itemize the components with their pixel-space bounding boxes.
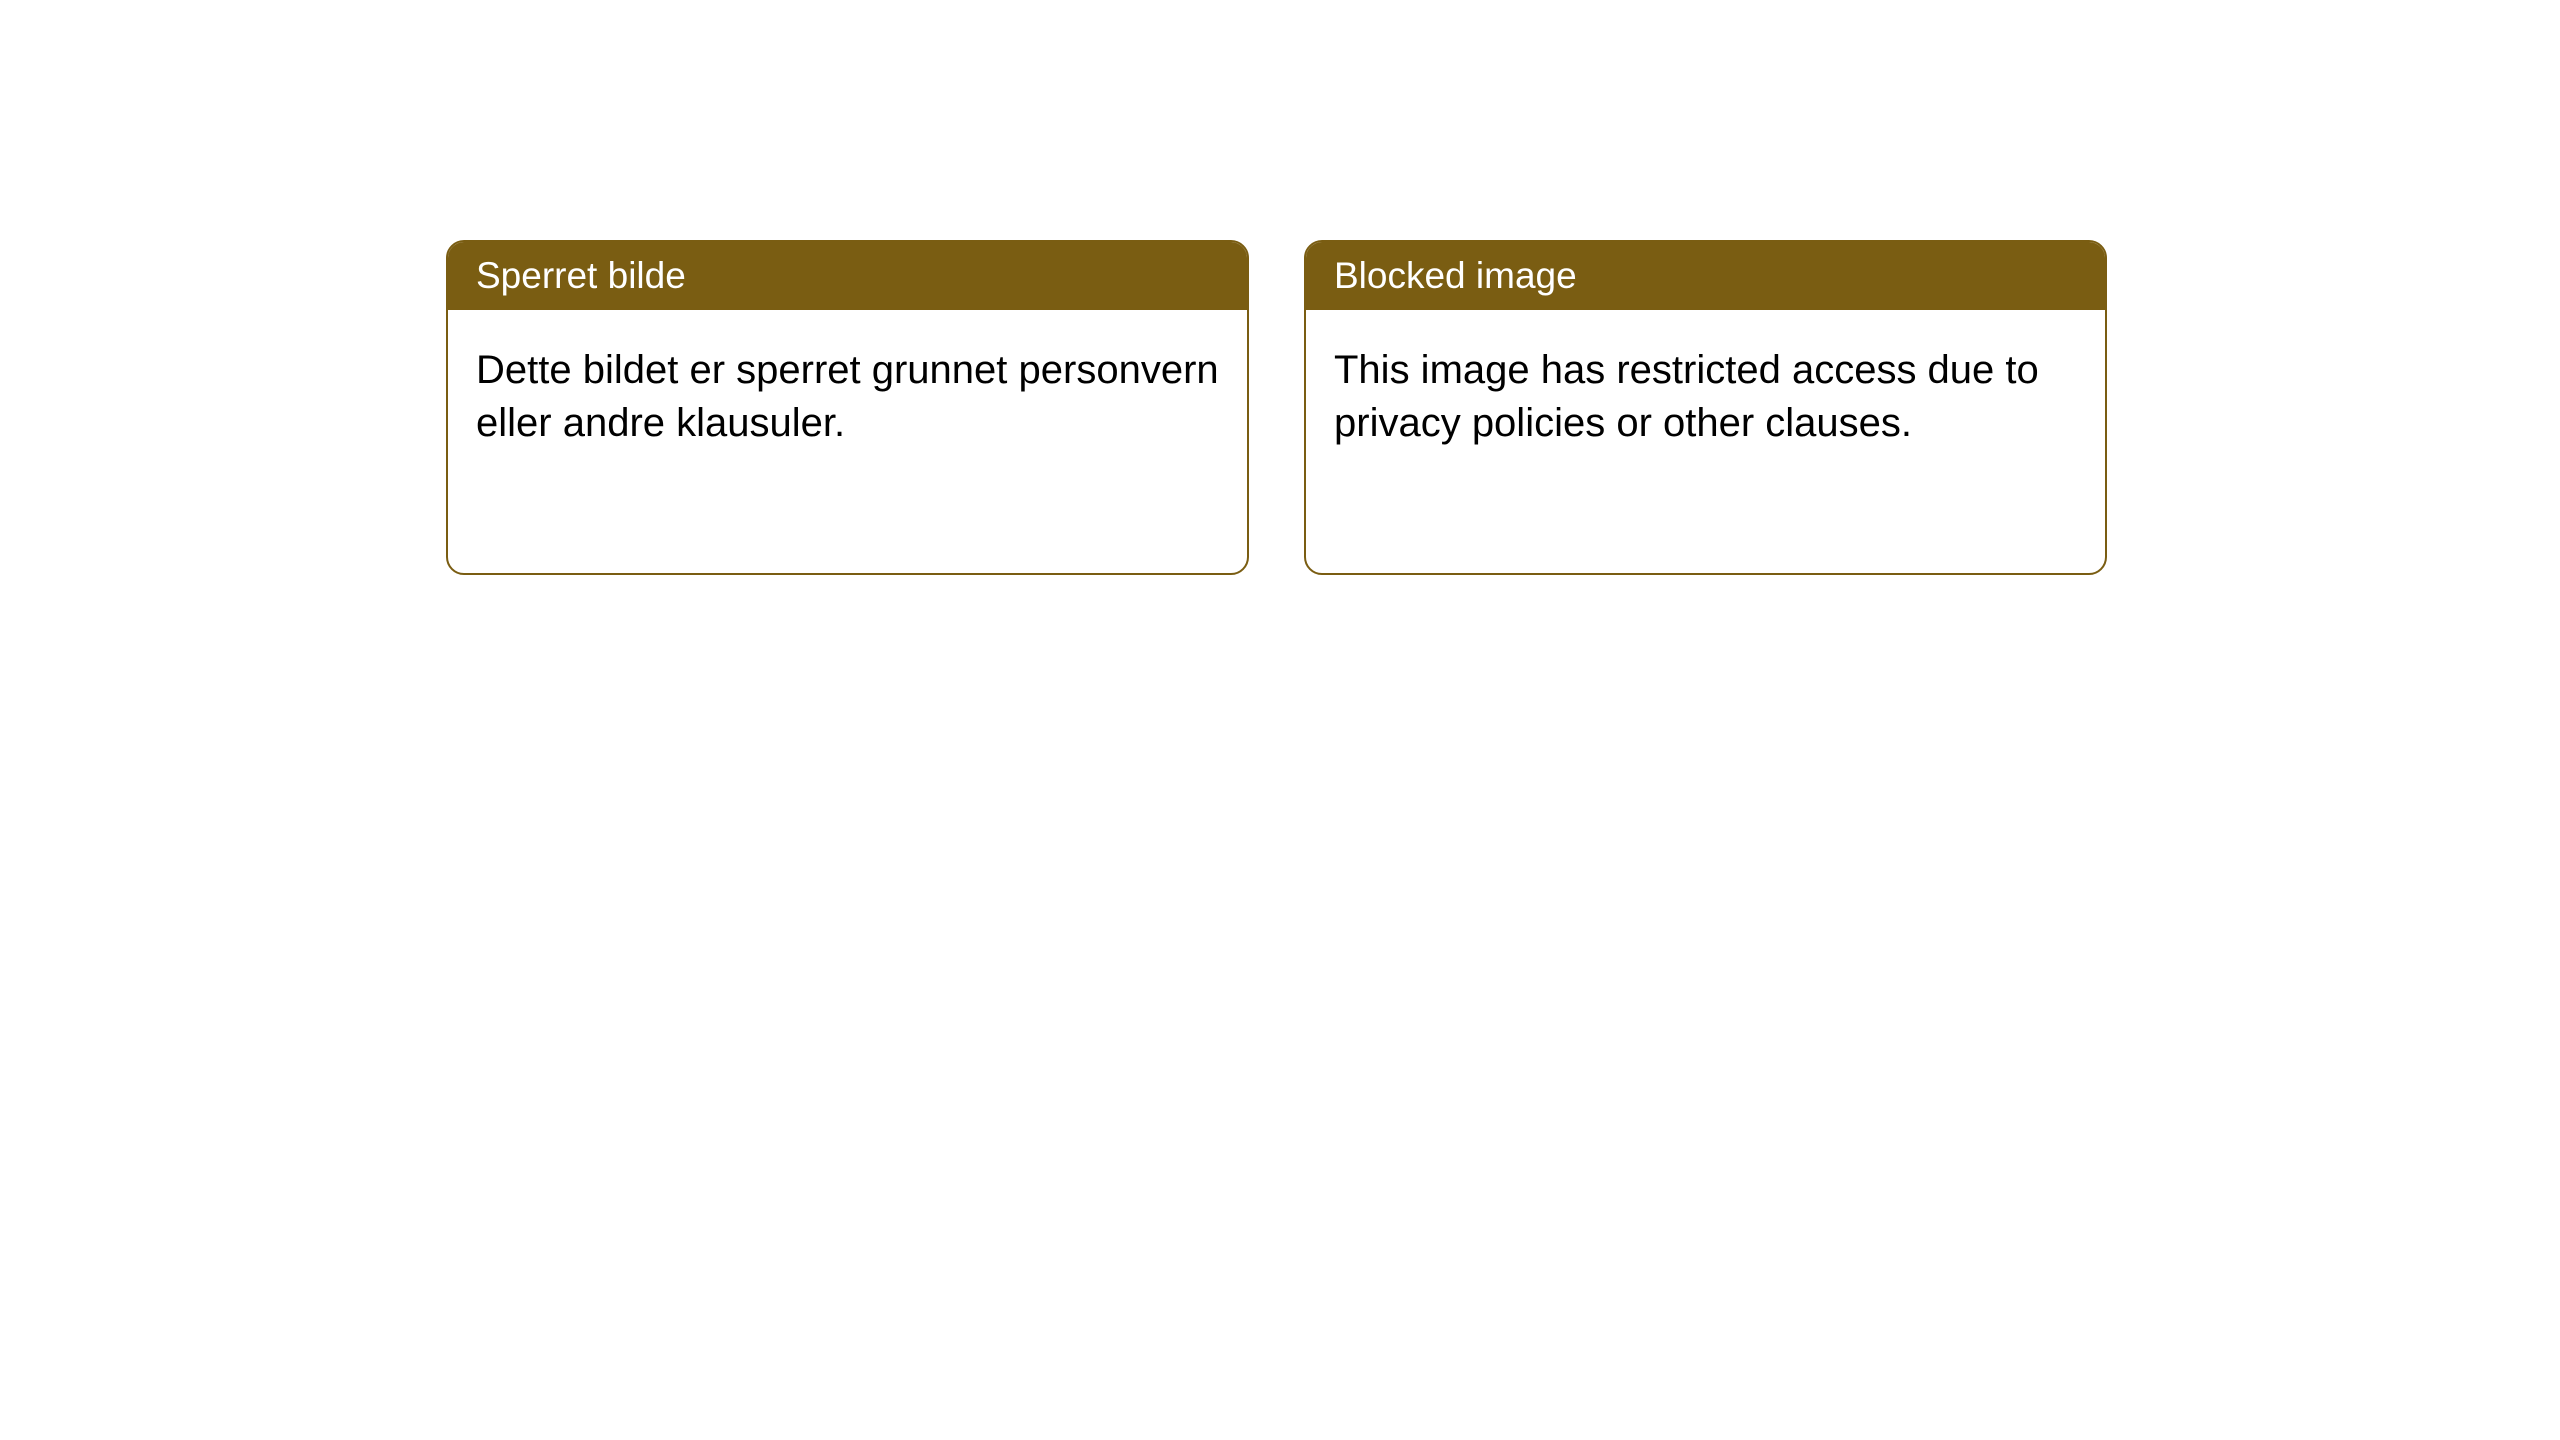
notice-body: Dette bildet er sperret grunnet personve… bbox=[448, 310, 1247, 484]
notice-title: Blocked image bbox=[1306, 242, 2105, 310]
notice-card-norwegian: Sperret bilde Dette bildet er sperret gr… bbox=[446, 240, 1249, 575]
notice-body: This image has restricted access due to … bbox=[1306, 310, 2105, 484]
notice-title: Sperret bilde bbox=[448, 242, 1247, 310]
notice-card-english: Blocked image This image has restricted … bbox=[1304, 240, 2107, 575]
notice-container: Sperret bilde Dette bildet er sperret gr… bbox=[446, 240, 2107, 575]
